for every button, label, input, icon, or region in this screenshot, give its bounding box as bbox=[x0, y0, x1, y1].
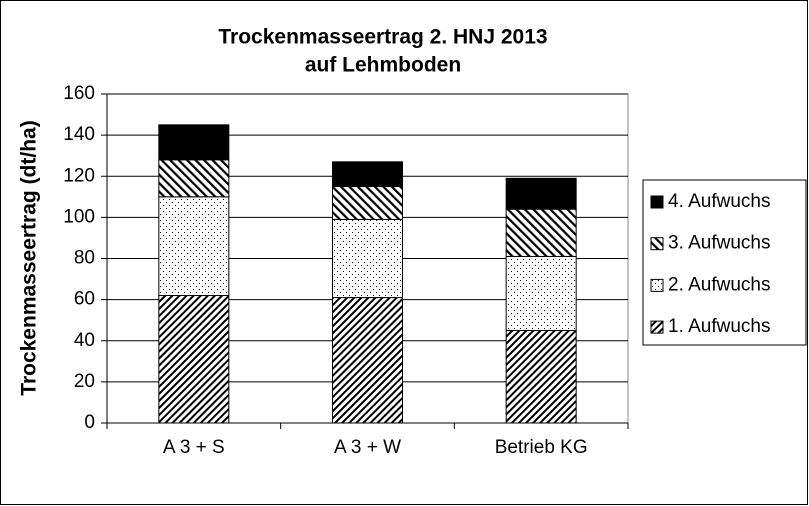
y-tick-label: 120 bbox=[63, 165, 95, 186]
bar-segment bbox=[158, 159, 230, 198]
chart-title: auf Lehmboden bbox=[305, 54, 461, 77]
y-tick-label: 140 bbox=[63, 124, 95, 145]
y-tick-label: 20 bbox=[74, 371, 95, 392]
legend-label: 3. Aufwuchs bbox=[668, 233, 770, 254]
x-tick-label: A 3 + S bbox=[163, 437, 225, 458]
bar-segment bbox=[505, 329, 577, 424]
bar-segment bbox=[332, 218, 403, 299]
legend-label: 4. Aufwuchs bbox=[668, 191, 770, 212]
x-tick-label: Betrieb KG bbox=[495, 437, 588, 458]
y-tick-label: 60 bbox=[74, 289, 95, 310]
legend-swatch bbox=[650, 320, 664, 334]
y-tick-label: 100 bbox=[63, 206, 95, 227]
y-axis-label: Trockenmasseertrag (dt/ha) bbox=[18, 120, 41, 395]
legend-label: 2. Aufwuchs bbox=[668, 274, 770, 295]
bar-segment bbox=[332, 297, 403, 424]
legend-label: 1. Aufwuchs bbox=[668, 316, 770, 337]
bar-segment bbox=[505, 255, 577, 331]
chart-title: Trockenmasseertrag 2. HNJ 2013 bbox=[218, 26, 547, 49]
legend-box bbox=[642, 179, 807, 346]
bar-segment bbox=[332, 161, 403, 188]
legend-swatch bbox=[650, 195, 664, 209]
bar-segment bbox=[158, 124, 230, 161]
x-tick-label: A 3 + W bbox=[334, 437, 401, 458]
bar-segment bbox=[332, 186, 403, 220]
legend-swatch bbox=[650, 278, 664, 292]
bar-segment bbox=[505, 177, 577, 210]
y-tick-label: 40 bbox=[74, 330, 95, 351]
bar-segment bbox=[158, 295, 230, 424]
bar-segment bbox=[505, 208, 577, 257]
legend-swatch bbox=[650, 237, 664, 251]
y-tick-label: 0 bbox=[84, 412, 95, 433]
bar-segment bbox=[158, 196, 230, 297]
y-tick-label: 80 bbox=[74, 248, 95, 269]
y-tick-label: 160 bbox=[63, 83, 95, 104]
